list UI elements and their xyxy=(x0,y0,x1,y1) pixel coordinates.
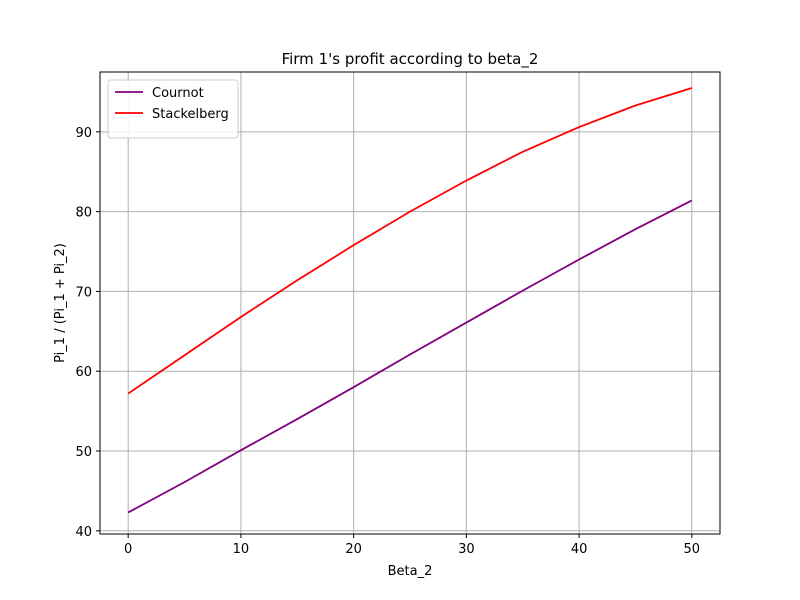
legend: Cournot Stackelberg xyxy=(107,79,239,139)
plot-area-frame xyxy=(99,71,721,535)
x-tick-label: 50 xyxy=(684,542,701,557)
legend-box xyxy=(107,79,239,139)
legend-label-cournot: Cournot xyxy=(152,86,204,101)
legend-label-stackelberg: Stackelberg xyxy=(152,107,229,122)
axis-ticks: 0 10 20 30 40 50 40 50 60 70 80 90 xyxy=(75,126,700,557)
y-axis-label: Pi_1 / (Pi_1 + Pi_2) xyxy=(53,243,68,363)
y-tick-label: 90 xyxy=(75,126,92,141)
grid-lines xyxy=(100,72,720,534)
y-tick-label: 70 xyxy=(75,285,92,300)
x-tick-label: 0 xyxy=(124,542,132,557)
y-tick-label: 60 xyxy=(75,365,92,380)
series-line-stackelberg xyxy=(127,87,693,395)
series-line-cournot xyxy=(127,199,693,514)
series-lines xyxy=(127,87,693,514)
y-tick-label: 50 xyxy=(75,445,92,460)
y-tick-label: 80 xyxy=(75,206,92,221)
chart-title: Firm 1's profit according to beta_2 xyxy=(282,50,539,69)
x-tick-label: 20 xyxy=(345,542,362,557)
x-tick-label: 10 xyxy=(233,542,250,557)
y-tick-label: 40 xyxy=(75,525,92,540)
x-tick-label: 30 xyxy=(458,542,475,557)
x-tick-label: 40 xyxy=(571,542,588,557)
x-axis-label: Beta_2 xyxy=(388,564,433,579)
